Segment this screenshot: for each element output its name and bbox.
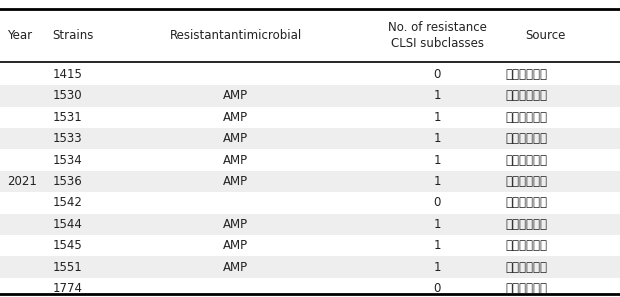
Text: 수산물국내산: 수산물국내산	[505, 68, 547, 81]
Text: 수산물국내산: 수산물국내산	[505, 132, 547, 145]
Text: No. of resistance
CLSI subclasses: No. of resistance CLSI subclasses	[388, 21, 487, 50]
Text: 수산물국내산: 수산물국내산	[505, 196, 547, 209]
Text: 1: 1	[433, 154, 441, 167]
Text: 1: 1	[433, 239, 441, 252]
Text: 1: 1	[433, 132, 441, 145]
Text: AMP: AMP	[223, 175, 248, 188]
Text: 2021: 2021	[7, 175, 37, 188]
Text: 1: 1	[433, 218, 441, 231]
Text: 1415: 1415	[53, 68, 82, 81]
Text: 수산물국내산: 수산물국내산	[505, 111, 547, 124]
Text: AMP: AMP	[223, 132, 248, 145]
Text: 1536: 1536	[53, 175, 82, 188]
Text: AMP: AMP	[223, 218, 248, 231]
Bar	[0, 256, 620, 278]
Text: 수산물국내산: 수산물국내산	[505, 218, 547, 231]
Text: 1: 1	[433, 111, 441, 124]
Text: 수산물국내산: 수산물국내산	[505, 175, 547, 188]
Text: 수산물국내산: 수산물국내산	[505, 89, 547, 102]
Text: 0: 0	[433, 282, 441, 295]
Text: AMP: AMP	[223, 260, 248, 274]
Bar	[0, 171, 620, 192]
Bar	[0, 214, 620, 235]
Text: 0: 0	[433, 68, 441, 81]
Text: 1531: 1531	[53, 111, 82, 124]
Text: Year: Year	[7, 29, 33, 42]
Text: 1: 1	[433, 175, 441, 188]
Text: 1542: 1542	[53, 196, 82, 209]
Text: 1774: 1774	[53, 282, 82, 295]
Text: AMP: AMP	[223, 154, 248, 167]
Text: Source: Source	[525, 29, 566, 42]
Text: 수산물국내산: 수산물국내산	[505, 239, 547, 252]
Text: AMP: AMP	[223, 111, 248, 124]
Text: 1534: 1534	[53, 154, 82, 167]
Text: Resistantantimicrobial: Resistantantimicrobial	[169, 29, 302, 42]
Text: 1551: 1551	[53, 260, 82, 274]
Bar	[0, 128, 620, 149]
Bar	[0, 85, 620, 107]
Text: 1533: 1533	[53, 132, 82, 145]
Text: 수산물국내산: 수산물국내산	[505, 282, 547, 295]
Text: 수산물국내산: 수산물국내산	[505, 260, 547, 274]
Text: 1: 1	[433, 89, 441, 102]
Text: 수산물국내산: 수산물국내산	[505, 154, 547, 167]
Text: AMP: AMP	[223, 239, 248, 252]
Text: Strains: Strains	[53, 29, 94, 42]
Text: 1530: 1530	[53, 89, 82, 102]
Text: 0: 0	[433, 196, 441, 209]
Text: 1544: 1544	[53, 218, 82, 231]
Text: 1: 1	[433, 260, 441, 274]
Text: 1545: 1545	[53, 239, 82, 252]
Text: AMP: AMP	[223, 89, 248, 102]
